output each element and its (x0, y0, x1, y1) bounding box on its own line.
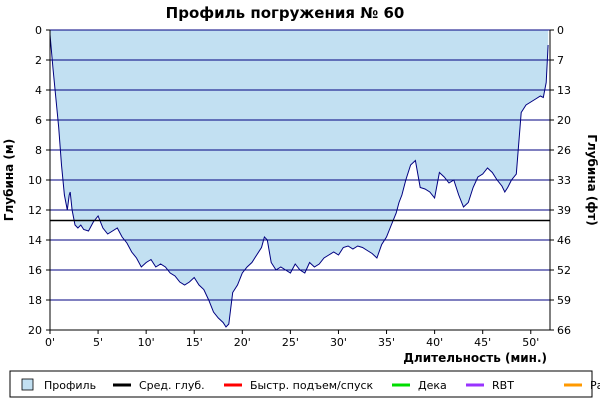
legend-frame (9, 370, 593, 398)
y-left-tick-label: 16 (28, 264, 42, 277)
profile-line (49, 34, 549, 328)
x-tick-label: 20' (234, 336, 251, 349)
y-right-tick-label: 26 (557, 144, 571, 157)
y-left-tick-label: 6 (35, 114, 42, 127)
y-left-tick-label: 0 (35, 24, 42, 37)
x-tick-label: 5' (93, 336, 103, 349)
y-left-tick-label: 10 (28, 174, 42, 187)
plot-area: 0 0 2 7 4 13 6 20 8 26 10 33 12 39 14 46 16 52 18 59 20 66 0' 5… (28, 24, 571, 349)
y-right-tick-label: 7 (557, 54, 564, 67)
y-right-tick-label: 33 (557, 174, 571, 187)
y-left-tick-label: 8 (35, 144, 42, 157)
legend-item-label: Дека (418, 379, 447, 392)
y-left-tick-label: 2 (35, 54, 42, 67)
x-tick-label: 50' (522, 336, 539, 349)
legend-item-label: Быстр. подъем/спуск (250, 379, 374, 392)
legend-item-label: Профиль (44, 379, 96, 392)
y-right-tick-label: 39 (557, 204, 571, 217)
legend-item-label: Раб. (590, 379, 600, 392)
y-left-tick-label: 12 (28, 204, 42, 217)
x-tick-label: 30' (330, 336, 347, 349)
legend-item-label: RBT (492, 379, 514, 392)
profile-area (50, 30, 549, 327)
y-right-tick-label: 13 (557, 84, 571, 97)
legend-item-label: Сред. глуб. (139, 379, 205, 392)
x-axis-title: Длительность (мин.) (403, 351, 547, 365)
x-tick-label: 25' (282, 336, 299, 349)
y-right-tick-label: 59 (557, 294, 571, 307)
x-tick-label: 35' (378, 336, 395, 349)
y-right-tick-label: 66 (557, 324, 571, 337)
y-right-tick-label: 46 (557, 234, 571, 247)
y-right-tick-label: 20 (557, 114, 571, 127)
y-right-tick-label: 52 (557, 264, 571, 277)
legend: Профиль Сред. глуб. Быстр. подъем/спуск Дек… (9, 370, 600, 398)
x-tick-label: 45' (474, 336, 491, 349)
x-tick-label: 10' (138, 336, 155, 349)
y-axis-left-title: Глубина (м) (2, 139, 16, 221)
y-left-tick-label: 18 (28, 294, 42, 307)
y-left-tick-label: 14 (28, 234, 42, 247)
y-left-tick-label: 4 (35, 84, 42, 97)
x-tick-label: 40' (426, 336, 443, 349)
y-left-tick-label: 20 (28, 324, 42, 337)
x-tick-label: 15' (186, 336, 203, 349)
y-right-tick-label: 0 (557, 24, 564, 37)
x-tick-label: 0' (45, 336, 55, 349)
chart-title: Профиль погружения № 60 (166, 4, 405, 22)
y-axis-right-title: Глубина (фт) (585, 134, 599, 225)
legend-swatch (21, 378, 34, 391)
